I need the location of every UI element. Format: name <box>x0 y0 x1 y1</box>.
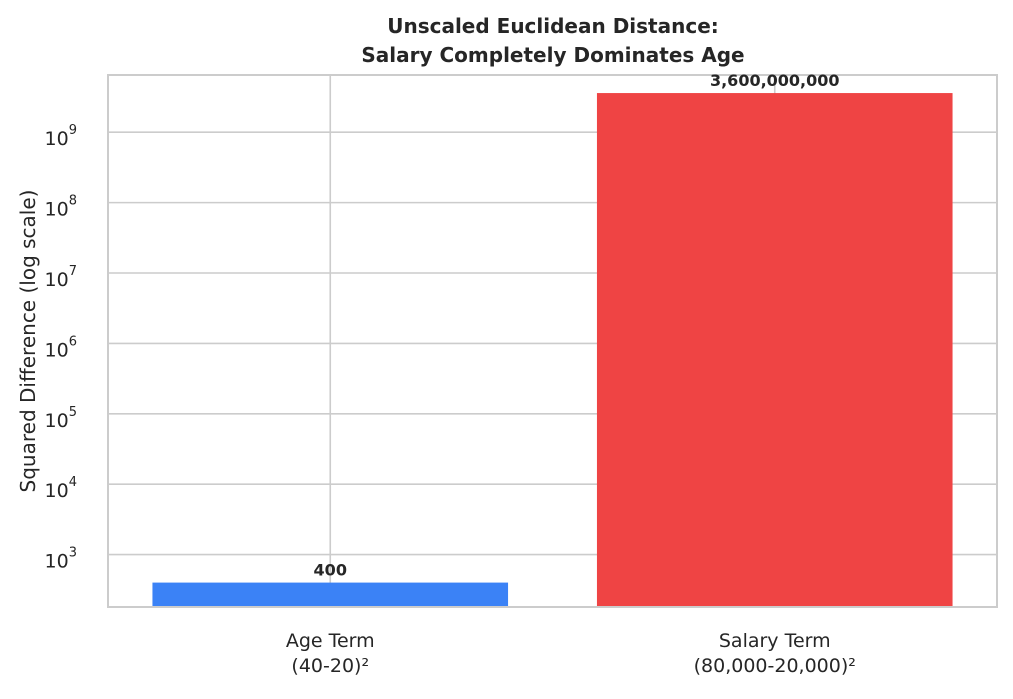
chart-title-line-1: Unscaled Euclidean Distance: <box>387 14 719 38</box>
bar-1 <box>596 93 953 608</box>
y-axis-ticks: 103 104 105 106 107 108 109 <box>45 123 77 572</box>
x-tick-label: (40-20)² <box>291 655 369 677</box>
x-tick-label: Salary Term <box>719 630 831 652</box>
data-label-1: 3,600,000,000 <box>710 71 840 90</box>
y-axis-label: Squared Difference (log scale) <box>16 190 40 493</box>
plot-frame <box>107 74 998 608</box>
chart-title-line-2: Salary Completely Dominates Age <box>361 43 744 67</box>
bar-0 <box>152 582 509 607</box>
x-tick-label: (80,000-20,000)² <box>694 655 856 677</box>
y-tick-label: 105 <box>45 405 77 432</box>
x-axis-ticks: Age Term (40-20)² Salary Term (80,000-20,00… <box>286 630 856 677</box>
y-tick-label: 106 <box>45 334 77 361</box>
x-tick-label: Age Term <box>286 630 375 652</box>
y-tick-label: 108 <box>45 194 77 221</box>
data-labels: 400 3,600,000,000 <box>314 71 840 580</box>
y-tick-label: 104 <box>45 475 77 502</box>
chart-title: Unscaled Euclidean Distance: Salary Comp… <box>361 14 744 67</box>
y-tick-label: 107 <box>45 264 77 291</box>
bars <box>152 93 953 608</box>
y-tick-label: 109 <box>45 123 77 150</box>
data-label-0: 400 <box>314 561 347 580</box>
y-tick-label: 103 <box>45 546 77 573</box>
